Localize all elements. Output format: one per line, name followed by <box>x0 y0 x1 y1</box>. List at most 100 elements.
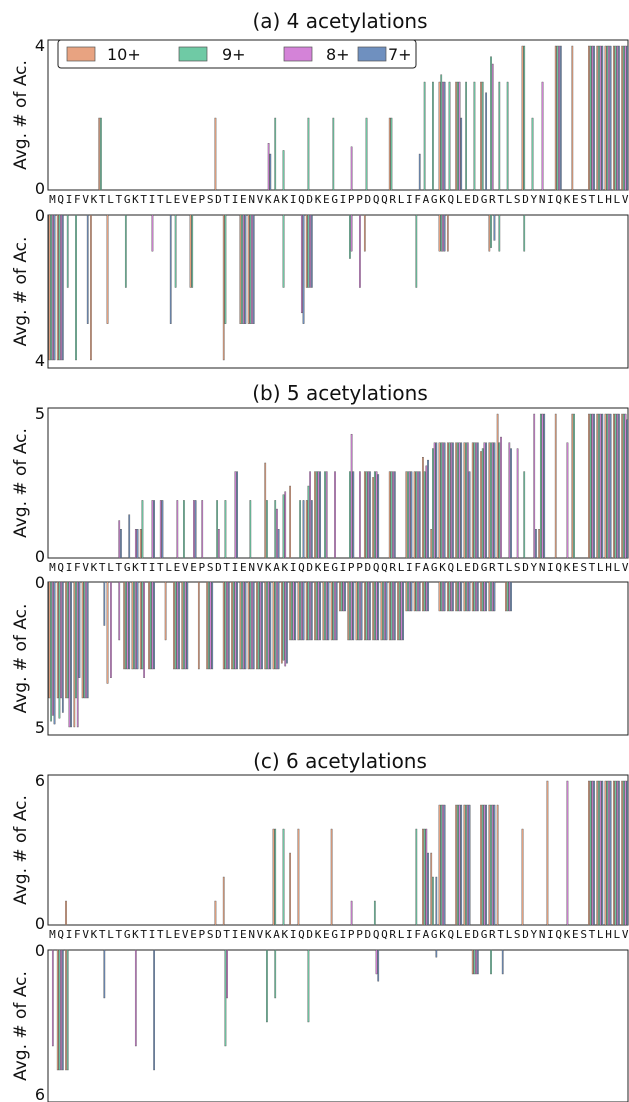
sequence-letter: N <box>248 561 254 574</box>
bar-top-8+ <box>458 442 461 559</box>
bar-bottom-8+ <box>51 214 54 361</box>
sequence-letter: K <box>132 561 139 574</box>
bar-bottom-9+ <box>75 581 77 699</box>
bar-bottom-8+ <box>317 581 320 641</box>
bar-top-10+ <box>546 780 549 926</box>
bar-bottom-7+ <box>468 581 471 612</box>
bar-bottom-9+ <box>149 581 152 670</box>
bar-bottom-8+ <box>442 214 444 252</box>
sequence-letter: K <box>315 561 322 574</box>
bar-top-8+ <box>608 780 610 926</box>
bar-bottom-9+ <box>50 214 52 361</box>
bar-top-10+ <box>596 780 599 926</box>
sequence-letter: D <box>215 193 221 206</box>
sequence-letter: A <box>273 561 280 574</box>
sequence-letter: G <box>481 193 487 206</box>
bar-bottom-9+ <box>473 949 476 975</box>
sequence-letter: R <box>389 928 396 941</box>
bar-top-10+ <box>438 81 441 191</box>
sequence-letter: K <box>265 193 272 206</box>
sequence-letter: P <box>199 193 206 206</box>
bar-bottom-8+ <box>143 581 145 678</box>
bar-top-9+ <box>100 117 102 191</box>
bar-bottom-10+ <box>289 581 291 641</box>
legend-label-8plus: 8+ <box>326 45 350 64</box>
sequence-letter: T <box>589 561 596 574</box>
bar-top-9+ <box>614 780 617 926</box>
bar-top-7+ <box>352 471 355 559</box>
bar-top-8+ <box>134 529 137 559</box>
sequence-letter: Y <box>531 561 538 574</box>
sequence-letter: Q <box>57 193 63 206</box>
bar-bottom-10+ <box>123 581 125 670</box>
bar-top-7+ <box>377 474 380 559</box>
bar-top-7+ <box>435 876 438 926</box>
bar-top-10+ <box>413 471 416 559</box>
bar-top-9+ <box>224 500 227 559</box>
sequence-letter: K <box>564 928 571 941</box>
sequence-letter: R <box>389 561 396 574</box>
bar-top-7+ <box>535 529 537 559</box>
bar-top-8+ <box>217 529 220 559</box>
bar-top-7+ <box>443 442 446 559</box>
bar-top-10+ <box>554 45 557 191</box>
bar-top-10+ <box>488 442 491 559</box>
bar-bottom-8+ <box>251 581 253 670</box>
bar-top-9+ <box>432 81 434 191</box>
bar-bottom-10+ <box>413 581 416 612</box>
bar-top-7+ <box>593 413 595 559</box>
bar-top-7+ <box>476 442 479 559</box>
bar-bottom-8+ <box>350 581 353 641</box>
bar-top-10+ <box>571 45 574 191</box>
bar-top-7+ <box>559 45 562 191</box>
bar-bottom-10+ <box>355 581 358 641</box>
sequence-letter: E <box>323 193 329 206</box>
legend-label-9plus: 9+ <box>222 45 246 64</box>
bar-bottom-8+ <box>51 949 54 1047</box>
bar-top-9+ <box>606 413 609 559</box>
bar-top-8+ <box>558 45 560 191</box>
bar-top-8+ <box>276 508 278 559</box>
sequence-letter: S <box>207 561 213 574</box>
bar-top-7+ <box>460 117 463 191</box>
sequence-letter: A <box>423 193 430 206</box>
bar-top-9+ <box>465 442 467 559</box>
sequence-letter: P <box>348 193 355 206</box>
panel-a-tick-bottom-zero: 0 <box>35 206 45 225</box>
bar-top-7+ <box>194 500 197 559</box>
bar-top-10+ <box>422 457 424 559</box>
panel-c-bottom-ylabel: Avg. # of Ac. <box>11 971 31 1081</box>
bar-bottom-9+ <box>224 214 227 324</box>
sequence-letter: K <box>265 561 272 574</box>
bar-top-8+ <box>566 780 569 926</box>
sequence-letter: L <box>456 928 463 941</box>
bar-bottom-8+ <box>209 581 212 670</box>
bar-top-7+ <box>510 448 512 559</box>
bar-top-9+ <box>307 485 310 559</box>
bar-bottom-7+ <box>427 581 429 612</box>
sequence-letter: T <box>157 561 164 574</box>
bar-bottom-10+ <box>73 581 76 728</box>
bar-bottom-7+ <box>493 214 496 241</box>
sequence-letter: E <box>240 928 246 941</box>
sequence-letter: T <box>497 193 504 206</box>
bar-bottom-10+ <box>505 581 507 612</box>
sequence-letter: G <box>124 561 130 574</box>
bar-bottom-9+ <box>274 949 277 999</box>
bar-top-8+ <box>616 413 619 559</box>
bar-bottom-10+ <box>139 581 142 670</box>
sequence-letter: I <box>406 193 412 206</box>
sequence-letter: T <box>223 561 230 574</box>
sequence-letter: I <box>232 193 238 206</box>
bar-top-10+ <box>604 780 607 926</box>
bar-bottom-7+ <box>269 581 272 670</box>
bar-top-9+ <box>531 117 534 191</box>
bar-top-9+ <box>373 471 376 559</box>
sequence-letter: K <box>439 561 446 574</box>
bar-top-7+ <box>277 529 280 559</box>
bar-bottom-9+ <box>423 581 426 612</box>
bar-bottom-7+ <box>393 581 396 641</box>
sequence-letter: Q <box>381 561 387 574</box>
bar-top-9+ <box>415 828 418 926</box>
bar-top-9+ <box>598 780 600 926</box>
